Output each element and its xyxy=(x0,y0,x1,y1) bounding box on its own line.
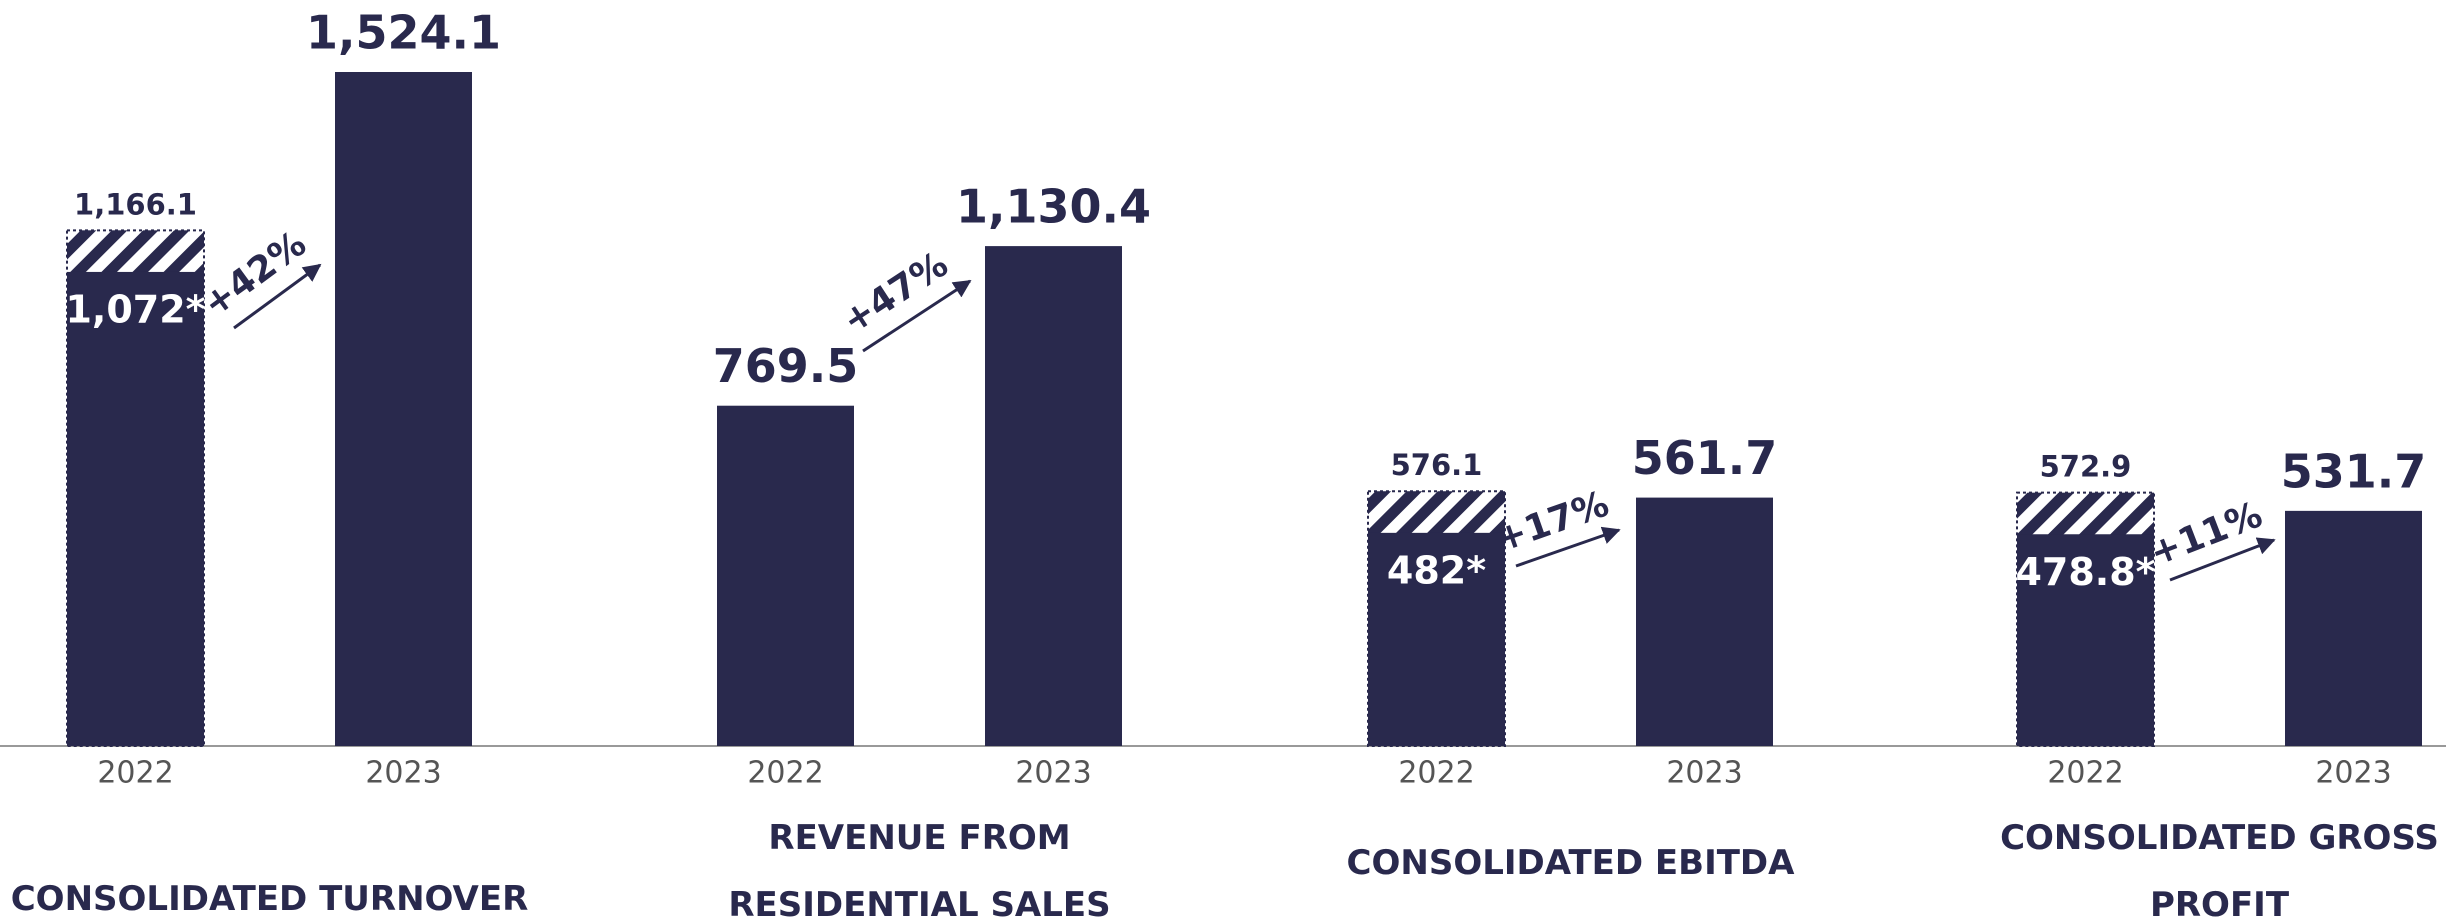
bar xyxy=(1368,532,1505,746)
growth-arrow xyxy=(1515,526,1621,568)
bar xyxy=(2285,510,2422,746)
x-tick-label: 2022 xyxy=(97,756,173,791)
x-tick-label: 2022 xyxy=(2047,756,2123,791)
x-tick-label: 2022 xyxy=(1398,756,1474,791)
growth-arrow xyxy=(862,279,972,353)
bar xyxy=(2017,534,2154,746)
bar xyxy=(1636,497,1773,746)
value-label: 1,166.1 xyxy=(74,187,197,221)
x-tick-label: 2023 xyxy=(2315,756,2391,791)
bar xyxy=(67,271,204,746)
chart-title: CONSOLIDATED EBITDA xyxy=(1346,843,1795,883)
growth-arrow xyxy=(233,263,322,330)
value-label: 769.5 xyxy=(713,339,859,393)
bar xyxy=(717,405,854,746)
bar xyxy=(335,72,472,746)
growth-label: +11% xyxy=(2144,494,2267,574)
growth-label: +17% xyxy=(1491,483,1614,560)
value-label: 1,072* xyxy=(65,287,205,331)
value-label: 561.7 xyxy=(1632,431,1778,485)
chart-title: CONSOLIDATED GROSS PROFIT xyxy=(2000,818,2439,924)
value-label: 572.9 xyxy=(2040,450,2132,484)
growth-label: +42% xyxy=(196,223,314,325)
value-label: 482* xyxy=(1387,548,1486,592)
value-label: 1,130.4 xyxy=(956,180,1151,234)
value-label: 1,524.1 xyxy=(306,6,501,60)
x-tick-label: 2023 xyxy=(365,756,441,791)
growth-label: +47% xyxy=(836,244,956,342)
chart-title: REVENUE FROM RESIDENTIAL SALES xyxy=(728,818,1111,924)
x-tick-label: 2022 xyxy=(747,756,823,791)
chart-title: CONSOLIDATED TURNOVER xyxy=(10,879,529,919)
value-label: 576.1 xyxy=(1391,448,1483,482)
x-tick-label: 2023 xyxy=(1666,756,1742,791)
bar xyxy=(985,246,1122,747)
x-tick-label: 2023 xyxy=(1015,756,1091,791)
value-label: 531.7 xyxy=(2281,444,2427,498)
value-label: 478.8* xyxy=(2015,550,2155,594)
growth-arrow xyxy=(2169,537,2276,582)
